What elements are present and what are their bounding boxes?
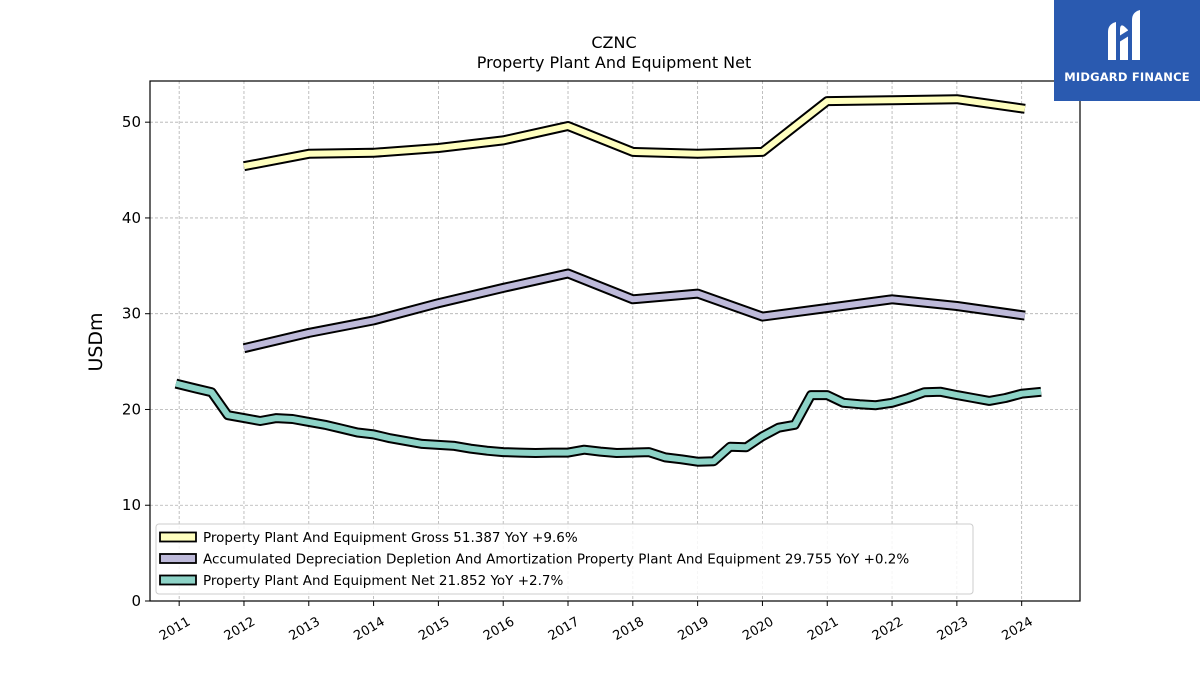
chart-title: CZNC (591, 33, 636, 52)
legend-swatch-0 (159, 531, 197, 543)
x-tick-label: 2015 (416, 614, 452, 644)
series-fill (175, 380, 1042, 465)
y-tick-label: 40 (122, 209, 141, 227)
x-tick-label: 2022 (870, 614, 906, 644)
series-lines (174, 94, 1042, 467)
series-line-2 (174, 378, 1042, 467)
legend-label-0: Property Plant And Equipment Gross 51.38… (203, 530, 578, 546)
x-tick-label: 2017 (546, 614, 582, 644)
x-tick-label: 2023 (935, 614, 971, 644)
y-tick-label: 50 (122, 113, 141, 131)
x-tick-label: 2024 (1000, 614, 1036, 644)
x-tick-label: 2020 (740, 614, 776, 644)
series-fill (243, 270, 1026, 352)
legend-label-1: Accumulated Depreciation Depletion And A… (203, 552, 909, 568)
x-tick-label: 2013 (287, 614, 323, 644)
chart-subtitle: Property Plant And Equipment Net (477, 53, 752, 72)
series-outline (243, 94, 1026, 172)
legend-swatch-1 (159, 553, 197, 564)
series-outline (242, 268, 1026, 354)
x-axis: 2011 2012 2013 2014 2015 2016 2017 2018 2019 2020… (157, 601, 1036, 644)
series-fill (243, 96, 1026, 170)
x-tick-label: 2012 (222, 614, 258, 644)
legend-label-2: Property Plant And Equipment Net 21.852 … (203, 573, 563, 589)
legend-swatch-2 (159, 574, 197, 586)
y-tick-label: 0 (131, 592, 141, 610)
y-tick-label: 20 (122, 400, 141, 418)
y-tick-label: 10 (122, 496, 141, 514)
x-tick-label: 2021 (805, 614, 841, 644)
y-axis: 0 10 20 30 40 50 (122, 113, 150, 610)
y-axis-label: USDm (85, 312, 107, 371)
x-tick-label: 2019 (675, 614, 711, 644)
x-tick-label: 2014 (351, 614, 387, 644)
series-line-0 (243, 94, 1026, 172)
legend: Property Plant And Equipment Gross 51.38… (155, 523, 974, 595)
logo-brand-name: MIDGARD FINANCE (1064, 70, 1190, 84)
x-tick-label: 2011 (157, 614, 193, 644)
y-tick-label: 30 (122, 305, 141, 323)
midgard-finance-logo: MIDGARD FINANCE (1054, 0, 1200, 101)
legend-box (155, 523, 974, 595)
x-tick-label: 2016 (481, 614, 517, 644)
x-tick-label: 2018 (611, 614, 647, 644)
series-line-1 (242, 268, 1026, 354)
logo-mark-icon (1108, 10, 1140, 60)
plot-frame (149, 80, 1081, 602)
grid (150, 81, 1080, 602)
